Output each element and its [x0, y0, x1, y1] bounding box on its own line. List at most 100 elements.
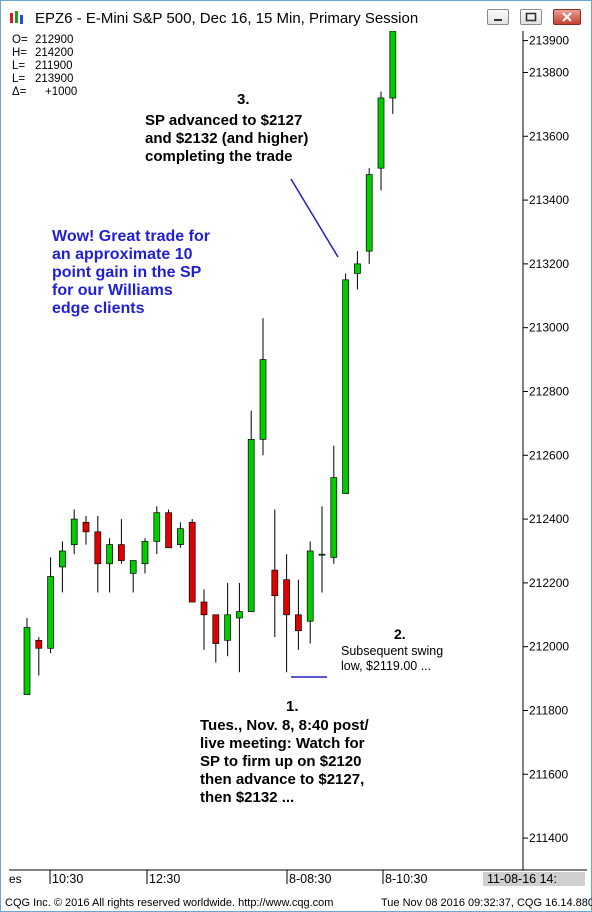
candle-down — [118, 544, 125, 561]
ohlc-last-value: 213900 — [35, 73, 73, 85]
candle-up — [224, 614, 231, 641]
candle-up — [247, 438, 255, 612]
candle-up — [141, 541, 149, 565]
time-edge-label: es — [9, 872, 22, 886]
annotation-3: 3. SP advanced to $2127 and $2132 (and h… — [145, 91, 339, 258]
minimize-button[interactable] — [487, 9, 509, 25]
candle-down — [200, 601, 208, 616]
annotation-1-line: then advance to $2127, — [200, 771, 364, 788]
chart-app-icon — [10, 11, 23, 24]
candle-down — [283, 579, 290, 616]
time-axis: 10:30 12:30 8-08:30 8-10:30 es 11-08-16 14: — [9, 870, 585, 886]
candle-down — [82, 521, 90, 533]
candle-up — [70, 518, 78, 545]
time-tick-label: 12:30 — [149, 872, 180, 886]
annotation-1-line: then $2132 ... — [200, 789, 294, 806]
promo-line: edge clients — [52, 300, 145, 317]
candle-down — [212, 614, 220, 644]
promo-line: Wow! Great trade for — [52, 228, 210, 245]
annotation-3-pointer — [290, 178, 339, 258]
ohlc-high-label: H= — [12, 47, 27, 59]
candlestick-series — [23, 31, 397, 695]
ohlc-low-value: 211900 — [35, 60, 73, 72]
time-tick-label: 8-08:30 — [289, 872, 331, 886]
price-tick-label: 213000 — [529, 321, 569, 335]
annotation-3-line: and $2132 (and higher) — [145, 130, 308, 147]
annotation-2-line: low, $2119.00 ... — [341, 659, 431, 673]
candle-up — [389, 31, 397, 99]
close-button[interactable] — [553, 9, 581, 25]
price-tick-label: 213900 — [529, 34, 569, 48]
candle-up — [59, 550, 66, 568]
candle-up — [23, 627, 31, 695]
candle-up — [365, 174, 373, 252]
candle-up — [129, 560, 137, 574]
candle-up — [236, 611, 243, 619]
window-title: EPZ6 - E-Mini S&P 500, Dec 16, 15 Min, P… — [35, 10, 419, 27]
price-tick-label: 212400 — [529, 512, 569, 526]
price-axis: 213900 213800 213600 213400 213200 213000 2128… — [523, 34, 569, 845]
time-cursor-box — [483, 872, 585, 886]
copyright-text: CQG Inc. © 2016 All rights reserved worl… — [5, 897, 334, 909]
candle-up — [342, 279, 349, 494]
maximize-icon — [525, 12, 537, 22]
price-tick-label: 211600 — [529, 767, 568, 781]
ohlc-low-label: L= — [12, 60, 25, 72]
candle-down — [271, 569, 279, 597]
annotation-1: 1. Tues., Nov. 8, 8:40 post/ live meetin… — [200, 698, 369, 806]
annotation-1-number: 1. — [286, 698, 299, 715]
price-tick-label: 211800 — [529, 703, 568, 717]
maximize-button[interactable] — [520, 9, 542, 25]
annotation-3-number: 3. — [237, 91, 250, 108]
time-cursor-label: 11-08-16 14: — [487, 872, 557, 886]
candle-up — [318, 553, 326, 556]
time-tick-label: 10:30 — [52, 872, 83, 886]
candle-up — [354, 263, 361, 274]
status-bar: CQG Inc. © 2016 All rights reserved worl… — [1, 894, 592, 911]
minimize-icon — [494, 19, 502, 21]
candle-up — [377, 97, 385, 169]
annotation-2-line: Subsequent swing — [341, 644, 443, 658]
annotation-2-number: 2. — [394, 626, 406, 642]
timestamp-text: Tue Nov 08 2016 09:32:37, CQG 16.14.880 — [381, 897, 592, 909]
annotation-3-line: SP advanced to $2127 — [145, 112, 302, 129]
price-chart[interactable]: 213900 213800 213600 213400 213200 213000 2128… — [9, 31, 587, 893]
title-bar[interactable]: EPZ6 - E-Mini S&P 500, Dec 16, 15 Min, P… — [1, 1, 591, 35]
annotation-2: 2. Subsequent swing low, $2119.00 ... — [291, 626, 443, 678]
candle-up — [153, 512, 161, 542]
candle-down — [165, 512, 172, 549]
ohlc-high-value: 214200 — [35, 47, 73, 59]
annotation-1-line: Tues., Nov. 8, 8:40 post/ — [200, 717, 369, 734]
promo-line: point gain in the SP — [52, 264, 202, 281]
candle-up — [259, 359, 267, 440]
candle-up — [177, 528, 184, 545]
ohlc-box: O= 212900 H= 214200 L= 211900 L= 213900 … — [12, 34, 77, 98]
price-tick-label: 213200 — [529, 257, 569, 271]
price-tick-label: 213800 — [529, 65, 569, 79]
candle-up — [330, 477, 338, 558]
ohlc-open-value: 212900 — [35, 34, 73, 46]
candle-down — [295, 614, 302, 632]
annotation-3-line: completing the trade — [145, 148, 293, 165]
promo-line: an approximate 10 — [52, 246, 193, 263]
price-tick-label: 213400 — [529, 193, 569, 207]
ohlc-last-label: L= — [12, 73, 25, 85]
price-tick-label: 212000 — [529, 640, 569, 654]
annotation-1-line: SP to firm up on $2120 — [200, 753, 361, 770]
price-tick-label: 212800 — [529, 384, 569, 398]
close-icon — [562, 12, 572, 22]
annotation-1-line: live meeting: Watch for — [200, 735, 365, 752]
promo-text: Wow! Great trade for an approximate 10 p… — [52, 228, 210, 317]
ohlc-open-label: O= — [12, 34, 28, 46]
candle-down — [35, 639, 43, 649]
ohlc-change-label: Δ= — [12, 86, 27, 98]
price-tick-label: 212200 — [529, 576, 569, 590]
candle-up — [47, 576, 54, 649]
candle-up — [306, 550, 314, 622]
time-tick-label: 8-10:30 — [385, 872, 427, 886]
candle-down — [94, 531, 102, 565]
price-tick-label: 212600 — [529, 448, 569, 462]
price-tick-label: 213600 — [529, 129, 569, 143]
candle-down — [188, 521, 196, 603]
